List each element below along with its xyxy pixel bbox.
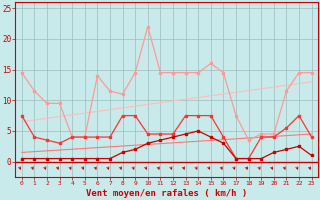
X-axis label: Vent moyen/en rafales ( km/h ): Vent moyen/en rafales ( km/h ): [86, 189, 247, 198]
